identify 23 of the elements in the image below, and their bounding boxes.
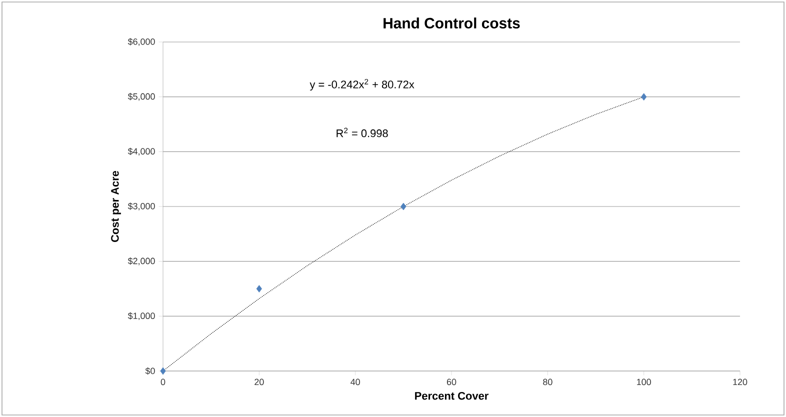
x-tick-label: 100	[637, 378, 651, 386]
x-tick-label: 120	[733, 378, 748, 386]
point	[641, 93, 647, 101]
chart-title: Hand Control costs	[384, 18, 520, 28]
x-tick-label: 80	[543, 378, 552, 386]
x-tick-label: 0	[160, 378, 166, 386]
y-tick-label: $3,000	[128, 202, 155, 210]
y-tick-label: $4,000	[128, 148, 155, 156]
annotation: y = -0.242x$^{2}$ + 80.72x	[310, 78, 414, 91]
x-tick-label: 60	[446, 378, 456, 386]
point	[160, 367, 166, 375]
x-tick-label: 20	[254, 378, 264, 386]
y-tick-label: $2,000	[128, 257, 155, 266]
point	[256, 285, 262, 292]
y-tick-label: $5,000	[128, 92, 155, 101]
y-tick-label: $6,000	[128, 38, 155, 46]
x-tick-label: 40	[350, 378, 360, 386]
y-axis-title: Cost per Acre	[111, 170, 121, 242]
annotation: R$^{2}$ = 0.998	[336, 128, 388, 138]
x-axis-title: Percent Cover	[415, 392, 488, 400]
point	[400, 202, 406, 210]
y-tick-label: $0	[145, 367, 155, 375]
y-tick-label: $1,000	[128, 312, 155, 320]
